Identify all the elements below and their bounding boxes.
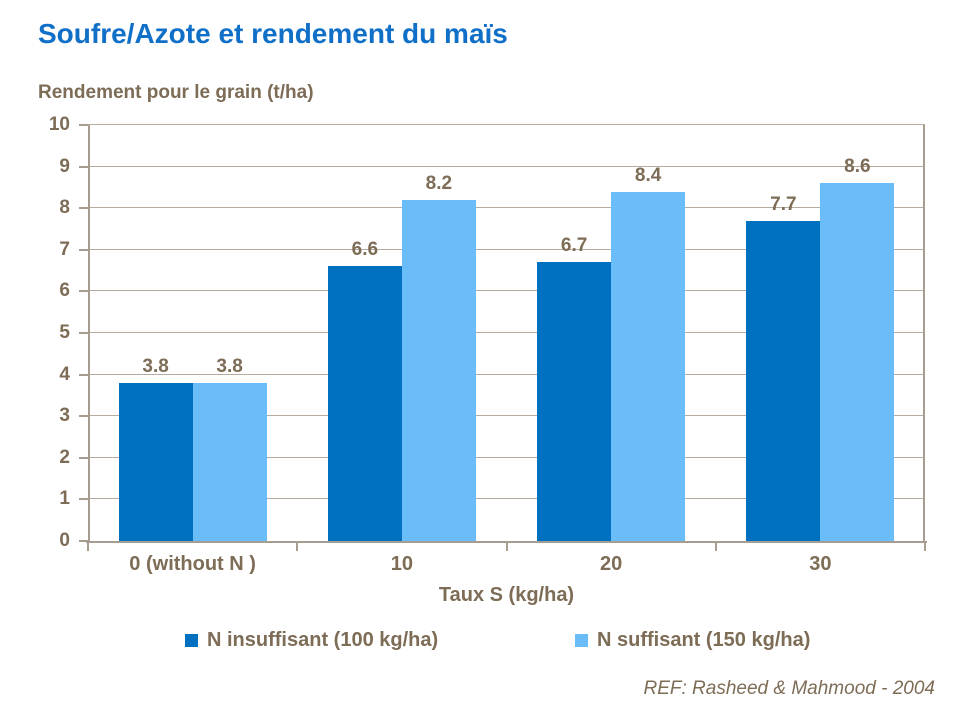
y-axis-tick — [79, 332, 88, 334]
y-axis-tick-label: 10 — [48, 114, 70, 135]
y-axis-tick-label: 1 — [59, 488, 70, 510]
reference-text: REF: Rasheed & Mahmood - 2004 — [643, 678, 936, 699]
bar-value-label: 6.6 — [351, 239, 379, 261]
y-axis-tick-label: 3 — [59, 405, 70, 427]
y-axis-tick-label: 6 — [59, 280, 70, 302]
legend-swatch-dark-blue-icon — [185, 634, 198, 647]
bar-n-insuffisant-cat0 — [118, 382, 193, 541]
bar-n-insuffisant-cat3 — [746, 220, 821, 541]
gridline — [88, 332, 925, 333]
x-axis-tick — [296, 543, 299, 551]
y-axis-tick-label: 7 — [59, 238, 70, 260]
y-axis-tick — [79, 373, 88, 376]
x-axis-category-label: 30 — [809, 553, 832, 575]
bar-value-label: 7.7 — [770, 193, 797, 215]
legend-item-n-insuffisant: N insuffisant (100 kg/ha) — [185, 629, 438, 652]
gridline — [88, 165, 925, 167]
x-axis-tick — [924, 543, 926, 551]
y-axis-tick — [79, 498, 88, 501]
gridline — [88, 290, 925, 292]
plot-right-border — [923, 125, 925, 543]
bar-n-suffisant-cat1 — [401, 199, 476, 541]
y-axis-tick — [79, 540, 88, 542]
y-axis-tick-label: 9 — [59, 155, 70, 177]
y-axis-line — [88, 125, 90, 543]
legend-label: N suffisant (150 kg/ha) — [597, 629, 811, 651]
y-axis-tick-label: 8 — [59, 197, 70, 219]
bar-value-label: 8.4 — [634, 164, 662, 186]
gridline — [88, 373, 925, 375]
y-axis-tick — [79, 207, 88, 210]
bar-n-suffisant-cat2 — [611, 191, 686, 541]
bar-n-suffisant-cat3 — [820, 183, 895, 541]
bar-value-label: 3.8 — [216, 355, 243, 377]
y-axis-tick-label: 0 — [59, 530, 70, 551]
y-axis-tick — [79, 165, 88, 168]
bar-n-suffisant-cat0 — [192, 382, 267, 541]
gridline — [88, 456, 925, 458]
bar-value-label: 8.6 — [844, 156, 871, 178]
x-axis-tick — [505, 543, 508, 551]
y-axis-tick — [79, 415, 88, 418]
y-axis-tick-label: 5 — [59, 322, 70, 343]
bar-n-insuffisant-cat2 — [537, 262, 612, 541]
x-axis-category-label: 20 — [600, 553, 623, 575]
bar-value-label: 6.7 — [560, 235, 588, 257]
x-axis-category-label: 0 (without N ) — [129, 553, 256, 575]
bar-value-label: 3.8 — [142, 355, 169, 377]
y-axis-tick — [79, 248, 88, 251]
gridline — [88, 415, 925, 417]
x-axis-title: Taux S (kg/ha) — [438, 584, 575, 606]
gridline — [88, 248, 925, 250]
gridline — [88, 498, 925, 500]
gridline — [88, 207, 925, 209]
gridline — [88, 124, 925, 125]
chart-title: Soufre/Azote et rendement du maïs — [38, 18, 508, 49]
y-axis-title: Rendement pour le grain (t/ha) — [38, 82, 314, 103]
y-axis-tick — [79, 456, 88, 459]
legend-item-n-suffisant: N suffisant (150 kg/ha) — [575, 629, 810, 652]
x-axis-tick — [87, 543, 89, 551]
y-axis-tick — [79, 124, 88, 126]
x-axis-category-label: 10 — [390, 553, 413, 575]
y-axis-tick-label: 4 — [59, 363, 70, 385]
y-axis-tick-label: 2 — [59, 446, 70, 468]
x-axis-line — [86, 541, 927, 543]
x-axis-tick — [714, 543, 717, 551]
bar-n-insuffisant-cat1 — [327, 266, 402, 541]
legend-swatch-light-blue-icon — [575, 634, 588, 647]
bar-value-label: 8.2 — [425, 172, 453, 194]
legend-label: N insuffisant (100 kg/ha) — [207, 629, 439, 651]
y-axis-tick — [79, 290, 88, 293]
